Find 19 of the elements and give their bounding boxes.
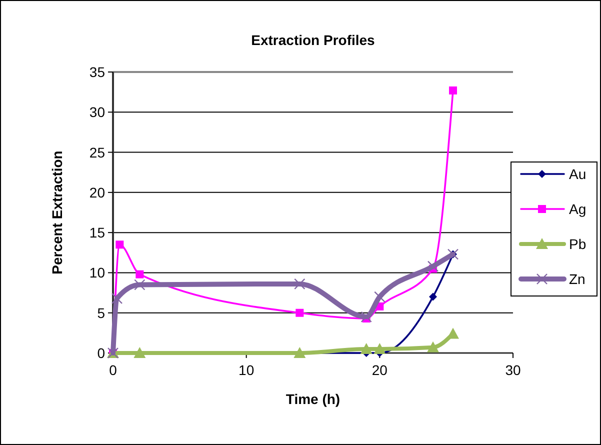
x-tick-label: 20 <box>372 362 388 378</box>
x-tick-label: 30 <box>505 362 521 378</box>
x-tick-label: 10 <box>238 362 254 378</box>
legend-label: Ag <box>569 201 586 217</box>
x-tick-label: 0 <box>109 362 118 378</box>
y-axis-title: Percent Extraction <box>49 150 65 274</box>
y-tick-label: 15 <box>89 224 106 241</box>
y-tick-label: 0 <box>97 345 106 361</box>
chart-title: Extraction Profiles <box>251 32 376 48</box>
y-tick-label: 30 <box>89 104 106 120</box>
y-tick-label: 10 <box>89 264 106 281</box>
legend-label: Pb <box>569 236 586 252</box>
y-tick-label: 25 <box>89 144 106 160</box>
legend-label: Zn <box>569 271 586 287</box>
x-axis-title: Time (h) <box>286 391 340 407</box>
legend-label: Au <box>569 166 586 182</box>
y-tick-label: 5 <box>97 304 106 321</box>
y-tick-label: 35 <box>89 64 106 80</box>
y-tick-label: 20 <box>89 184 106 200</box>
